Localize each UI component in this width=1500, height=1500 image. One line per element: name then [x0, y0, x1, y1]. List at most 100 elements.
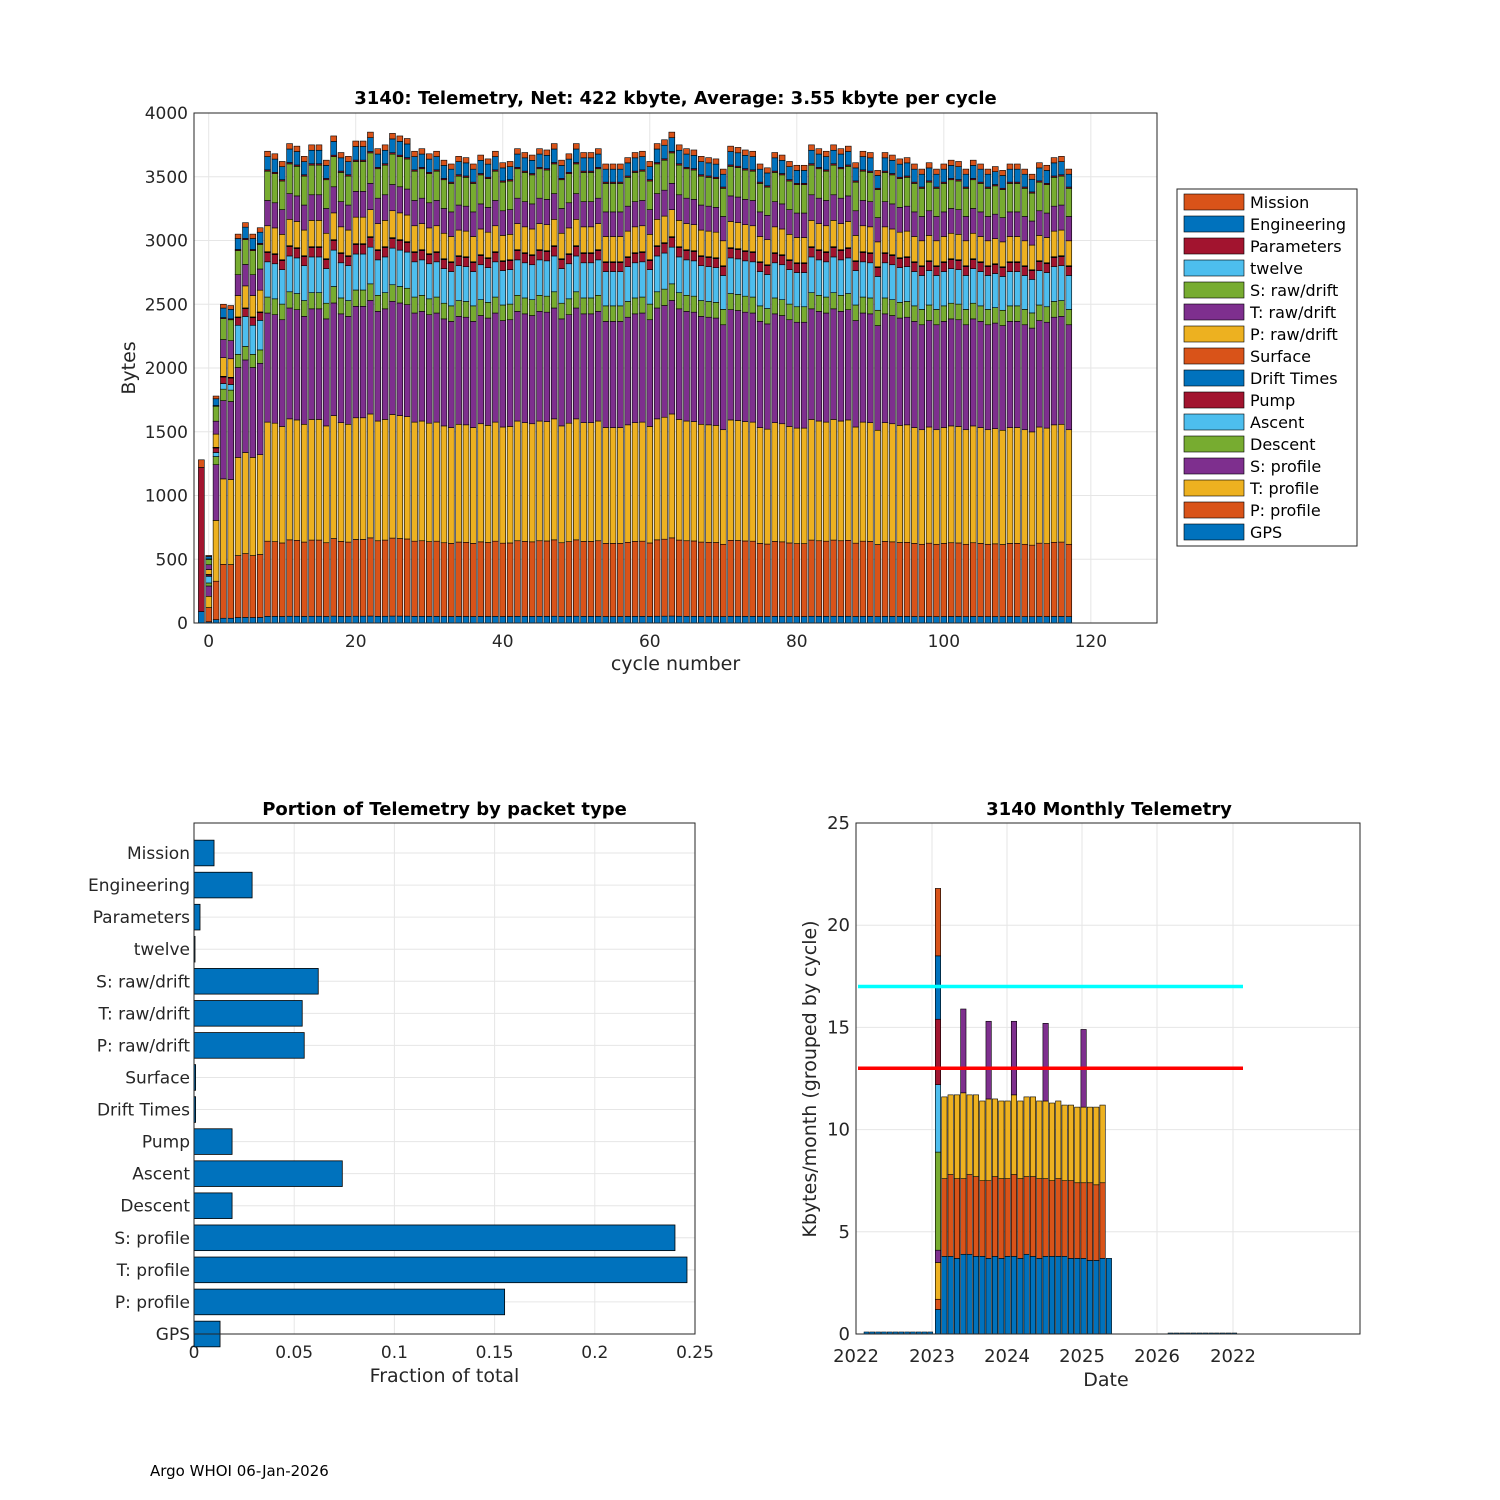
bar-segment — [345, 616, 352, 624]
bar-segment — [764, 428, 771, 545]
month-bar-segment — [1061, 1104, 1068, 1182]
bar-segment — [212, 433, 220, 448]
bar-segment — [550, 307, 558, 420]
hbar — [193, 1192, 233, 1219]
bar-segment — [1050, 177, 1058, 207]
bar-segment — [528, 203, 536, 230]
bar-segment — [227, 617, 234, 624]
bar-segment — [536, 148, 543, 155]
bar-segment — [205, 585, 212, 597]
bar-segment — [830, 220, 837, 247]
bar-segment — [609, 183, 617, 213]
bar-segment — [433, 156, 440, 171]
bar-segment — [1065, 216, 1073, 242]
month-bar-segment — [934, 1309, 941, 1335]
month-bar-segment — [1067, 1180, 1074, 1259]
bar-segment — [837, 250, 845, 261]
bar-segment — [962, 324, 970, 431]
month-bar-segment — [1074, 1182, 1081, 1259]
bar-segment — [256, 349, 264, 364]
bar-segment — [815, 250, 823, 261]
bar-segment — [874, 309, 881, 326]
bar-segment — [639, 540, 646, 617]
month-bar-segment — [1093, 1260, 1100, 1335]
bar-segment — [815, 294, 823, 312]
bar-segment — [352, 289, 359, 307]
bar-segment — [271, 541, 279, 617]
bar-segment — [308, 194, 315, 221]
bar-segment — [264, 225, 271, 252]
bar-segment — [1006, 271, 1014, 307]
bar-segment — [1065, 188, 1073, 217]
bar-segment — [800, 170, 808, 184]
bar-segment — [969, 616, 977, 624]
bar-segment — [749, 312, 756, 423]
bar-segment — [918, 324, 926, 431]
bar-segment — [484, 317, 492, 426]
bar-segment — [477, 203, 484, 230]
bar-segment — [1014, 262, 1021, 272]
bar-segment — [543, 260, 551, 297]
bar-segment — [903, 162, 911, 177]
bar-segment — [595, 616, 602, 624]
category-label: S: profile — [114, 1229, 190, 1249]
legend-entry: GPS — [1250, 523, 1282, 542]
bar-segment — [470, 183, 477, 213]
bar-segment — [286, 418, 293, 541]
bar-segment — [264, 540, 271, 617]
hbar — [193, 968, 319, 995]
bar-segment — [800, 237, 808, 264]
bar-segment — [234, 617, 242, 624]
bar-segment — [668, 246, 676, 285]
bar-segment — [448, 543, 455, 617]
bar-segment — [499, 320, 506, 428]
bar-segment — [653, 193, 661, 220]
bar-segment — [962, 616, 970, 624]
x-axis-label: Fraction of total — [370, 1365, 520, 1387]
month-bar-segment — [1099, 1182, 1106, 1259]
bar-segment — [969, 542, 977, 617]
bar-segment — [595, 153, 602, 168]
bar-segment — [492, 200, 499, 227]
bar-segment — [462, 301, 470, 318]
bar-segment — [661, 189, 668, 217]
bar-segment — [653, 418, 661, 541]
month-bar-segment — [1061, 1180, 1068, 1257]
month-bar-segment — [1010, 1174, 1017, 1257]
bar-segment — [536, 420, 543, 542]
bar-segment — [940, 236, 948, 263]
bar-segment — [889, 160, 896, 174]
bar-segment — [668, 537, 676, 617]
bar-segment — [580, 201, 587, 228]
bar-segment — [1028, 327, 1036, 433]
bar-segment — [580, 616, 587, 624]
legend-swatch — [1183, 435, 1245, 453]
bar-segment — [727, 539, 734, 617]
bar-segment — [345, 265, 352, 301]
bar-segment — [411, 200, 418, 227]
bar-segment — [323, 208, 330, 234]
bar-segment — [1014, 211, 1021, 237]
bar-segment — [1043, 212, 1050, 238]
bar-segment — [433, 261, 440, 298]
bar-segment — [528, 264, 536, 301]
bar-segment — [793, 306, 801, 323]
bar-segment — [301, 175, 308, 206]
bar-segment — [830, 247, 837, 258]
bar-segment — [712, 302, 720, 319]
bar-segment — [786, 234, 793, 261]
bar-segment — [573, 246, 580, 257]
bar-segment — [624, 266, 631, 302]
bar-segment — [455, 256, 462, 267]
bar-segment — [977, 271, 984, 307]
bar-segment — [470, 427, 477, 544]
bar-segment — [271, 422, 279, 542]
bar-segment — [440, 616, 448, 624]
bar-segment — [874, 241, 881, 268]
bar-segment — [617, 236, 624, 263]
bar-segment — [198, 459, 205, 468]
legend-swatch — [1183, 259, 1245, 277]
bar-segment — [903, 316, 911, 426]
month-bar-segment — [934, 888, 941, 957]
bar-segment — [271, 158, 279, 173]
